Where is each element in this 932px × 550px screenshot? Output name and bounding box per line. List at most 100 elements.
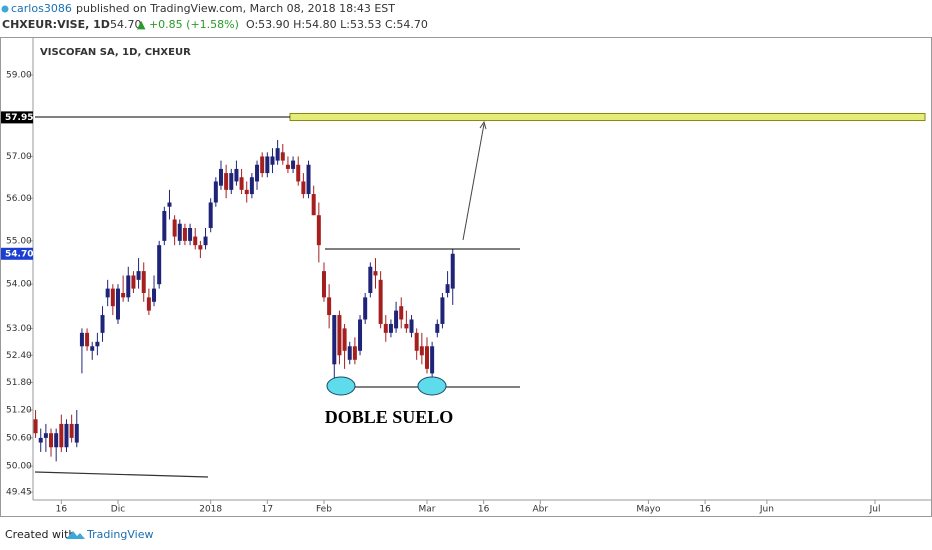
candle-body bbox=[342, 328, 347, 351]
trendline bbox=[34, 471, 209, 478]
candle-body bbox=[275, 148, 280, 161]
candle-body bbox=[136, 271, 141, 280]
price-label: 54.70 bbox=[5, 249, 33, 259]
x-tick-label: 16 bbox=[56, 505, 68, 515]
candle-body bbox=[224, 173, 229, 190]
candle-body bbox=[445, 284, 450, 293]
candle-body bbox=[198, 245, 203, 250]
x-tick-label: 16 bbox=[699, 505, 711, 515]
price-label: 57.95 bbox=[5, 113, 33, 123]
candle-body bbox=[152, 288, 157, 302]
candle-body bbox=[296, 164, 301, 182]
candle-body bbox=[301, 181, 306, 195]
candle-body bbox=[234, 168, 239, 182]
candle-body bbox=[126, 275, 131, 298]
candle-body bbox=[33, 419, 38, 434]
x-tick-label: 2018 bbox=[199, 505, 222, 515]
candle-body bbox=[74, 423, 79, 443]
candle-body bbox=[399, 306, 404, 320]
candle-body bbox=[203, 236, 208, 246]
candle-body bbox=[270, 156, 275, 165]
candle-body bbox=[105, 288, 110, 298]
candle-body bbox=[131, 275, 136, 289]
candle-body bbox=[440, 297, 445, 324]
y-tick-label: 50.00 bbox=[6, 462, 32, 472]
candle-body bbox=[291, 160, 296, 169]
y-tick-label: 52.40 bbox=[6, 351, 32, 361]
annotation: DOBLE SUELO bbox=[325, 407, 454, 427]
candle-body bbox=[332, 315, 337, 365]
candle-body bbox=[110, 288, 115, 307]
price-label-box bbox=[1, 111, 33, 124]
candle-body bbox=[162, 210, 167, 241]
author[interactable]: carlos3086 bbox=[11, 2, 72, 15]
candle-body bbox=[316, 215, 321, 246]
candle-body bbox=[337, 315, 342, 356]
candle-body bbox=[100, 315, 105, 333]
candle-body bbox=[321, 271, 326, 298]
y-tick-label: 57.00 bbox=[6, 152, 32, 162]
candle-body bbox=[352, 346, 357, 360]
candle-body bbox=[239, 177, 244, 190]
candle-body bbox=[49, 433, 54, 448]
candle-body bbox=[358, 319, 363, 351]
x-tick-label: Mar bbox=[418, 505, 435, 515]
plot: 59.00 57.00 56.00 55.00 54.00 53.00 52.40 51.80… bbox=[1, 70, 881, 515]
candle-body bbox=[373, 271, 378, 276]
candle-body bbox=[64, 423, 69, 448]
candle-body bbox=[388, 323, 393, 333]
candle-body bbox=[265, 156, 270, 174]
chart-title: VISCOFAN SA, 1D, CHXEUR bbox=[40, 47, 191, 58]
y-tick-label: 53.00 bbox=[6, 324, 32, 334]
footer-created: Created with bbox=[5, 528, 75, 541]
arrow bbox=[462, 123, 485, 241]
candle-body bbox=[69, 423, 74, 438]
x-tick-label: Abr bbox=[532, 505, 548, 515]
y-tick-label: 54.00 bbox=[6, 280, 32, 290]
footer-brand[interactable]: TradingView bbox=[86, 528, 153, 541]
candle-body bbox=[311, 194, 316, 216]
candle-body bbox=[218, 168, 223, 186]
candle-body bbox=[85, 332, 90, 347]
candle-body bbox=[172, 219, 177, 237]
candle-body bbox=[368, 266, 373, 293]
candle-body bbox=[424, 346, 429, 369]
candle-body bbox=[249, 177, 254, 195]
published: published on TradingView.com, March 08, … bbox=[76, 2, 395, 15]
candle-body bbox=[121, 292, 126, 298]
candle-body bbox=[260, 156, 265, 174]
candle-body bbox=[95, 341, 100, 347]
candle-body bbox=[383, 323, 388, 333]
candle-body bbox=[244, 189, 249, 195]
candle-body bbox=[141, 271, 146, 293]
candle-body bbox=[430, 346, 435, 374]
arrow-head bbox=[479, 120, 487, 130]
bottom-marker bbox=[417, 376, 447, 396]
y-tick-label: 51.20 bbox=[6, 406, 32, 416]
candle-body bbox=[363, 297, 368, 320]
y-tick-label: 56.00 bbox=[6, 194, 32, 204]
candle-body bbox=[419, 346, 424, 356]
candle-body bbox=[59, 423, 64, 448]
change: ▲ +0.85 (+1.58%) bbox=[137, 18, 239, 31]
candle-body bbox=[213, 181, 218, 203]
x-tick-label: Jul bbox=[869, 505, 881, 515]
x-tick-label: Feb bbox=[316, 505, 332, 515]
y-tick-label: 50.60 bbox=[6, 433, 32, 443]
candle-body bbox=[167, 202, 172, 207]
price-label-box bbox=[1, 247, 33, 260]
candle-body bbox=[182, 228, 187, 241]
candle-body bbox=[188, 228, 193, 241]
candle-body bbox=[157, 245, 162, 285]
candle-body bbox=[409, 319, 414, 333]
candle-body bbox=[404, 323, 409, 329]
last-price: 54.70 bbox=[110, 18, 142, 31]
target-zone bbox=[289, 113, 926, 121]
avatar bbox=[1, 5, 9, 13]
candle-body bbox=[229, 173, 234, 190]
candle-body bbox=[255, 164, 260, 182]
x-tick-label: Mayo bbox=[636, 505, 661, 515]
